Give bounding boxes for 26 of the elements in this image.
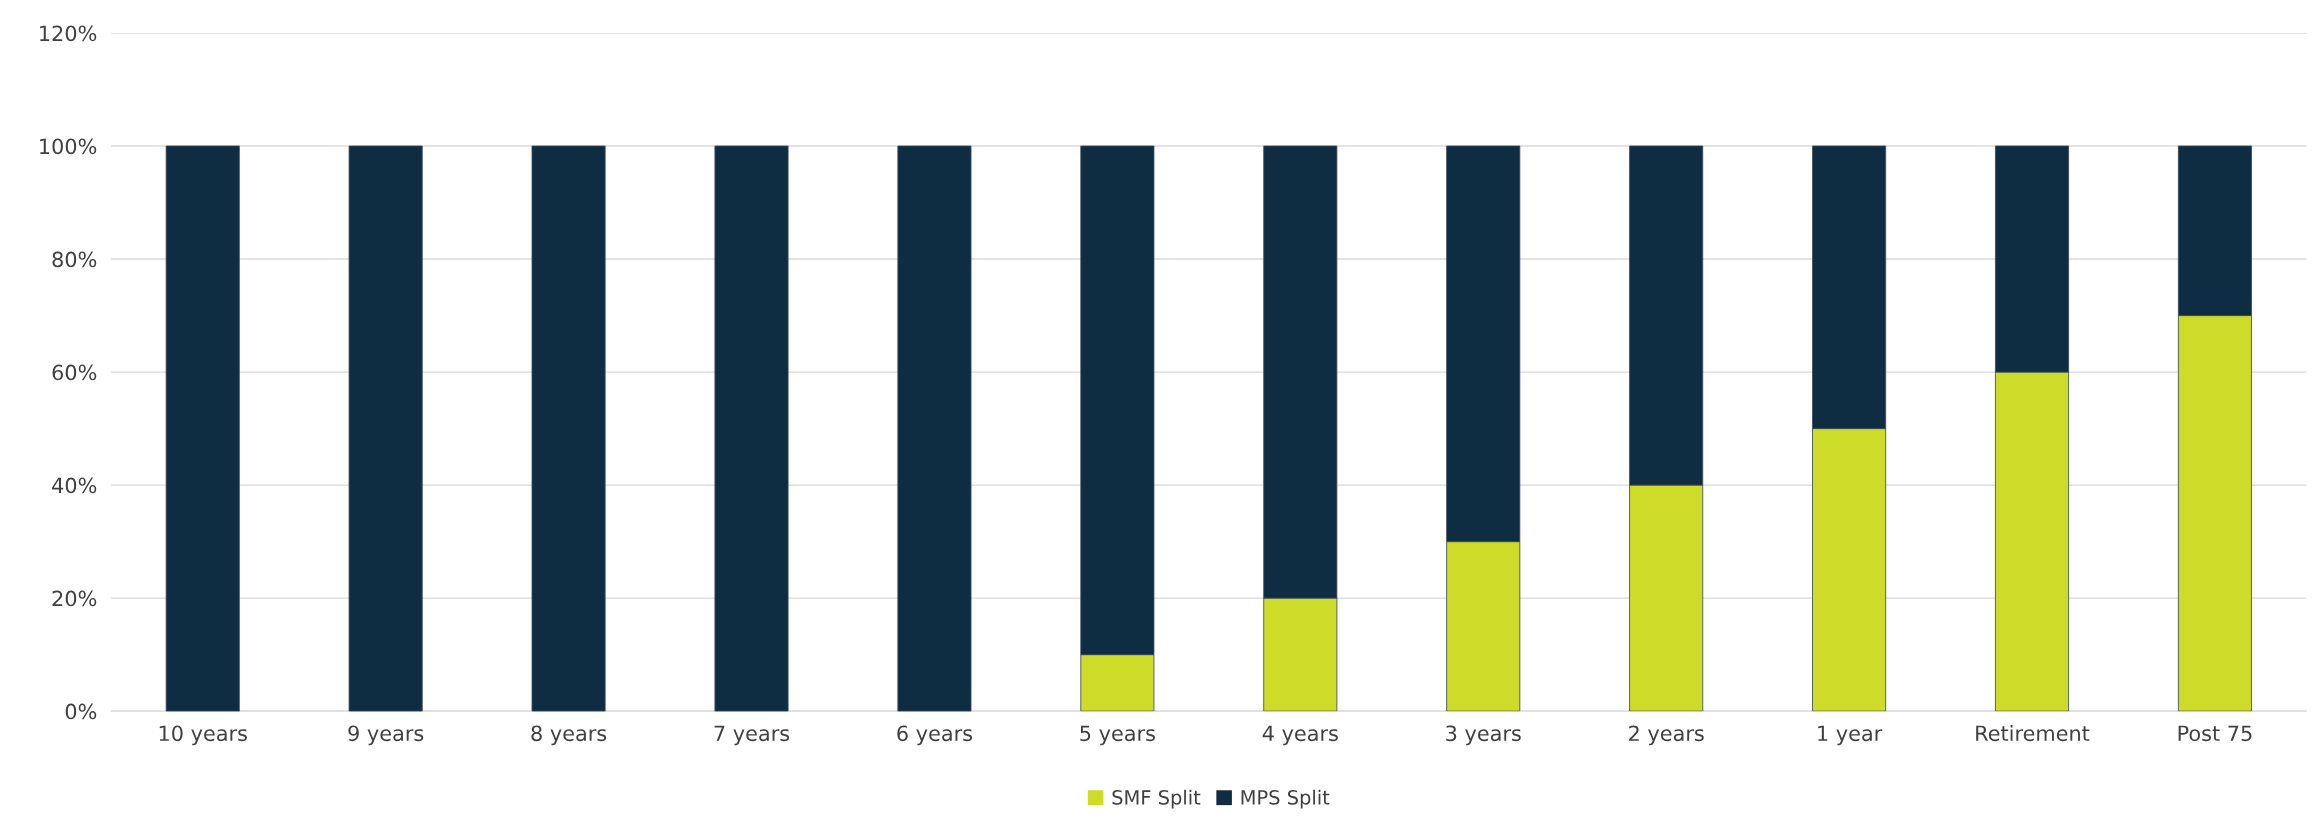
x-tick-label: 4 years [1262, 725, 1338, 746]
x-tick-label: 3 years [1446, 725, 1521, 746]
y-tick-label: 0% [65, 703, 97, 720]
x-tick-label: 5 years [1080, 725, 1155, 746]
x-tick-label: 6 years [897, 725, 973, 746]
y-tick-label: 120% [40, 25, 97, 42]
bar [348, 145, 423, 712]
y-tick-label: 100% [40, 138, 97, 155]
x-tick-label: Post 75 [2178, 725, 2252, 742]
bar [714, 145, 789, 712]
legend-label: MPS Split [1241, 789, 1330, 809]
y-tick-label: 60% [52, 364, 97, 381]
bar [531, 145, 606, 712]
x-tick-label: 7 years [714, 725, 790, 746]
x-tick-label: 9 years [348, 725, 424, 746]
x-tick-label: 2 years [1629, 725, 1704, 746]
x-tick-label: 10 years [159, 725, 247, 746]
x-tick-label: Retirement [1976, 725, 2090, 742]
bar [897, 145, 972, 712]
y-tick-label: 80% [52, 251, 97, 268]
y-tick-label: 20% [52, 590, 97, 607]
x-tick-label: 1 year [1818, 725, 1883, 746]
legend-label: SMF Split [1112, 789, 1201, 809]
bar [165, 145, 240, 712]
x-tick-label: 8 years [531, 725, 607, 746]
y-tick-label: 40% [52, 477, 97, 494]
